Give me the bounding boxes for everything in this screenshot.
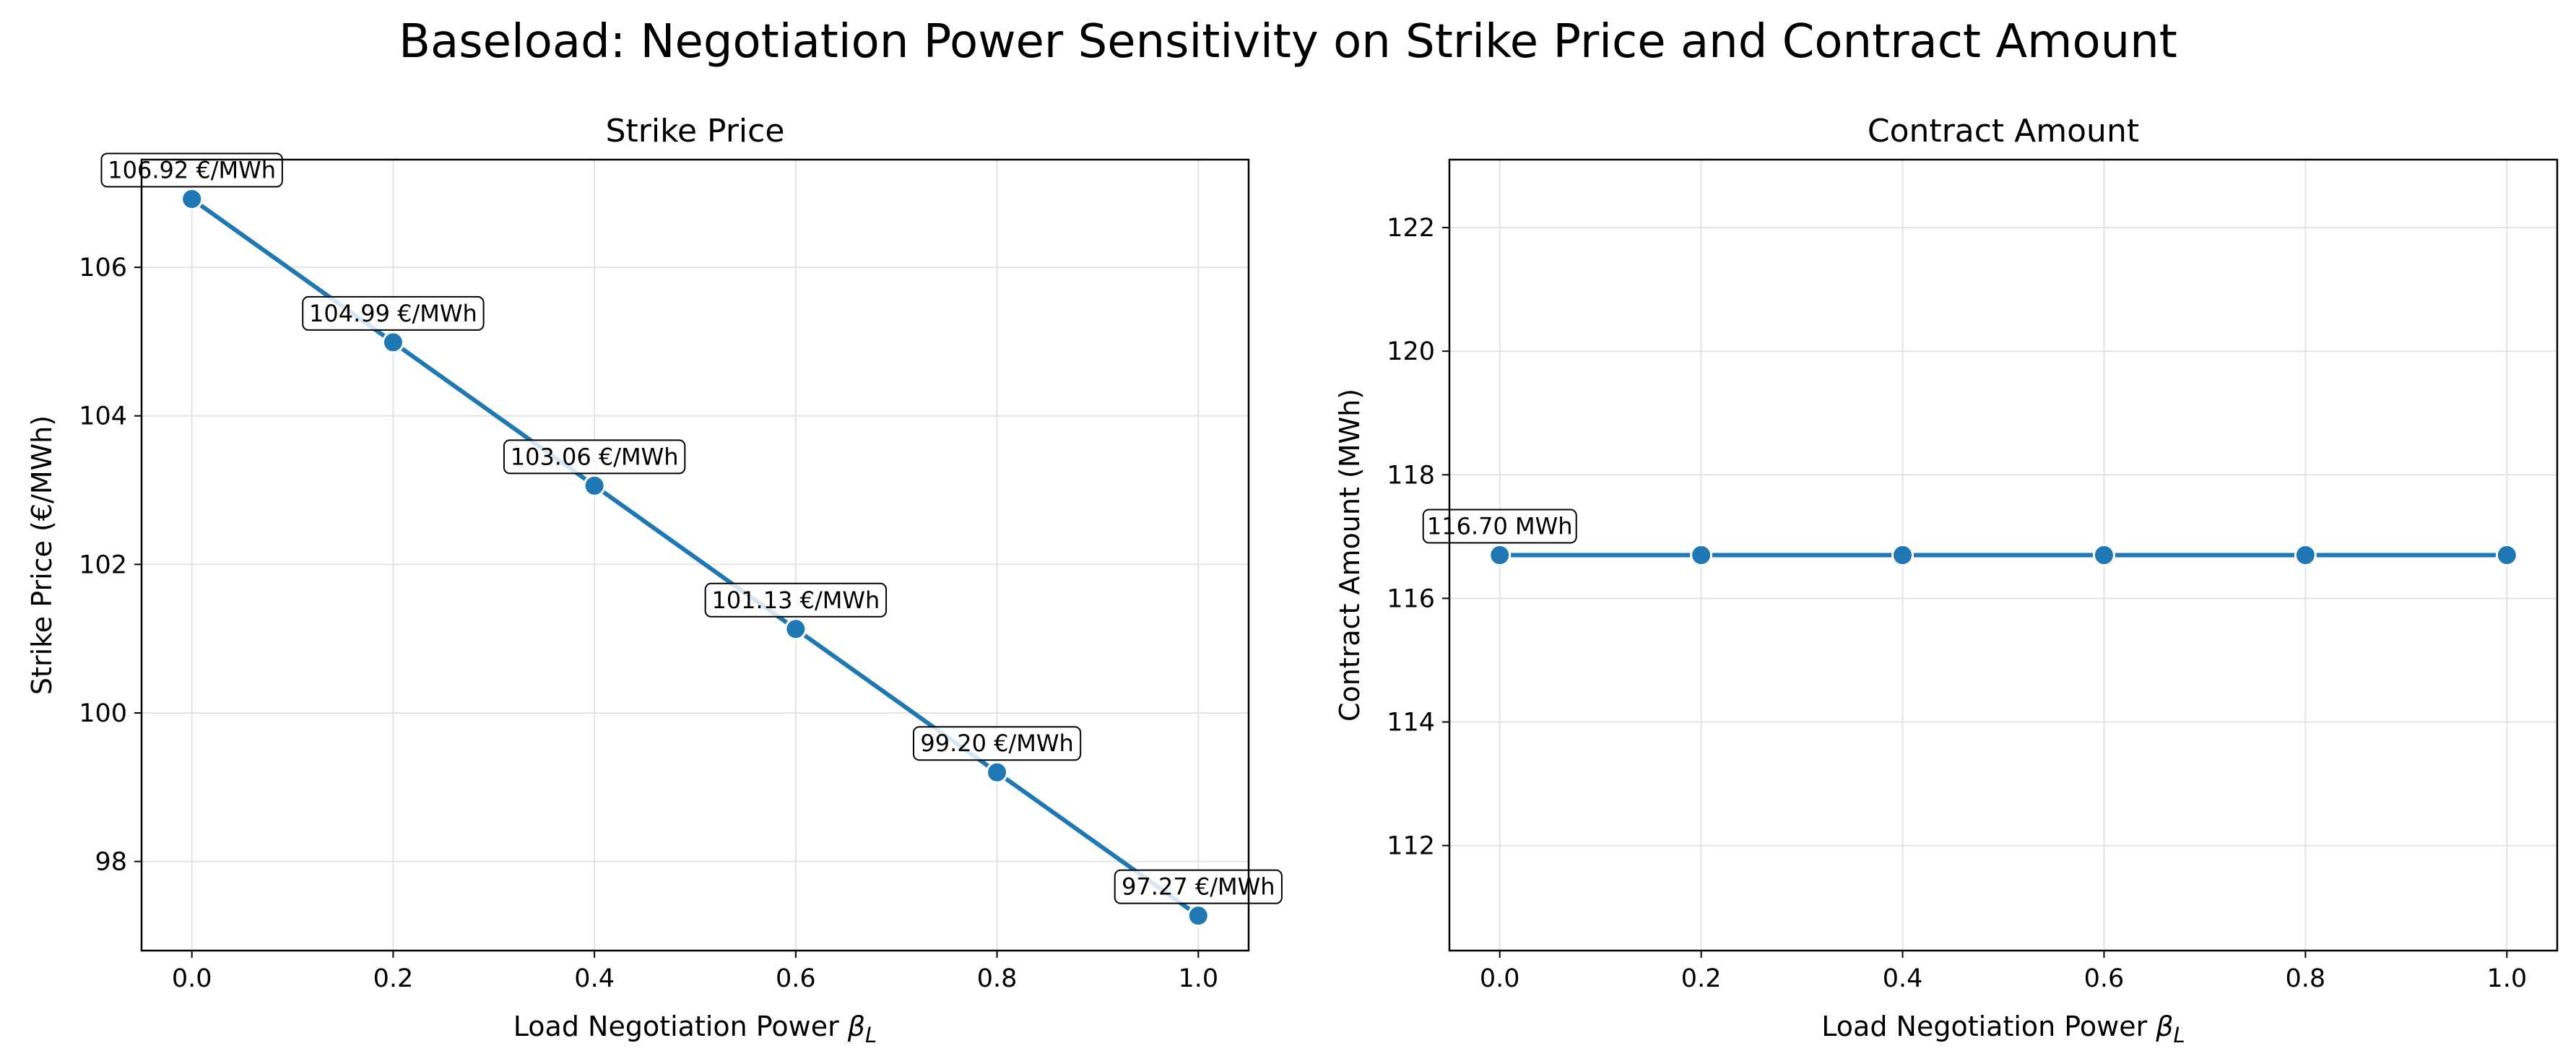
y-tick-label: 100 [79,699,127,728]
y-tick-label: 118 [1387,461,1435,490]
data-point [2294,544,2317,566]
data-label-box [912,726,1082,761]
data-point [1187,904,1210,927]
y-tick-label: 122 [1387,214,1435,243]
data-label: 106.92 €/MWh [108,156,276,183]
data-label-box [503,439,686,475]
x-tick-label: 0.2 [1681,964,1722,993]
chart-1: 0.0 0.2 0.4 0.6 0.8 1.0 98 100 102 104 106 106.92 €… [26,113,1283,993]
subplot-title: Contract Amount [1868,113,2139,150]
figure-title: Baseload: Negotiation Power Sensitivity … [399,15,2177,69]
data-label-box [302,295,485,331]
data-point [784,618,807,641]
data-label-box [1114,869,1283,904]
data-label: 97.27 €/MWh [1122,873,1275,901]
data-point [1488,544,1512,566]
y-axis-label: Strike Price (€/MWh) [26,415,58,695]
data-label: 99.20 €/MWh [920,730,1073,757]
x-tick-label: 0.0 [1480,964,1520,993]
y-tick-label: 106 [79,254,127,282]
x-axis-label: Load Negotiation Power βL [513,1011,877,1047]
axes-frame [1448,158,2559,952]
data-point [2092,544,2115,566]
data-label: 103.06 €/MWh [511,443,679,470]
data-label: 116.70 MWh [1427,513,1573,540]
x-axis-label: Load Negotiation Power βL [1821,1011,2185,1047]
axes-frame [140,158,1250,952]
chart-2: 0.0 0.2 0.4 0.6 0.8 1.0 112 114 116 118 120 122 116.… [1334,113,2559,993]
data-point [1690,544,1713,566]
y-tick-label: 98 [95,848,127,877]
data-point [583,474,606,497]
y-tick-label: 120 [1387,337,1435,366]
y-tick-label: 102 [79,550,127,579]
x-tick-label: 0.2 [373,964,414,993]
y-axis-label: Contract Amount (MWh) [1334,389,1366,722]
x-tick-label: 0.8 [2286,964,2326,993]
x-tick-label: 0.4 [1883,964,1923,993]
data-label: 104.99 €/MWh [309,300,477,327]
x-tick-label: 0.4 [574,964,615,993]
x-tick-label: 0.0 [172,964,212,993]
x-tick-label: 0.6 [2084,964,2125,993]
data-label-box [100,152,283,188]
y-tick-label: 116 [1387,584,1435,613]
data-label: 101.13 €/MWh [711,587,880,614]
subplot-title: Strike Price [606,113,785,150]
data-label-box [1422,509,1577,544]
data-point [986,761,1009,784]
x-tick-label: 0.8 [977,964,1018,993]
data-point [381,331,404,354]
x-tick-label: 1.0 [1178,964,1218,993]
data-label-box [704,582,888,618]
y-tick-label: 114 [1387,708,1435,737]
data-point [1891,544,1914,566]
y-tick-label: 104 [79,402,127,431]
y-tick-label: 112 [1387,832,1435,861]
x-tick-label: 0.6 [776,964,816,993]
x-tick-label: 1.0 [2486,964,2527,993]
data-point [2495,544,2518,566]
data-point [181,187,204,210]
